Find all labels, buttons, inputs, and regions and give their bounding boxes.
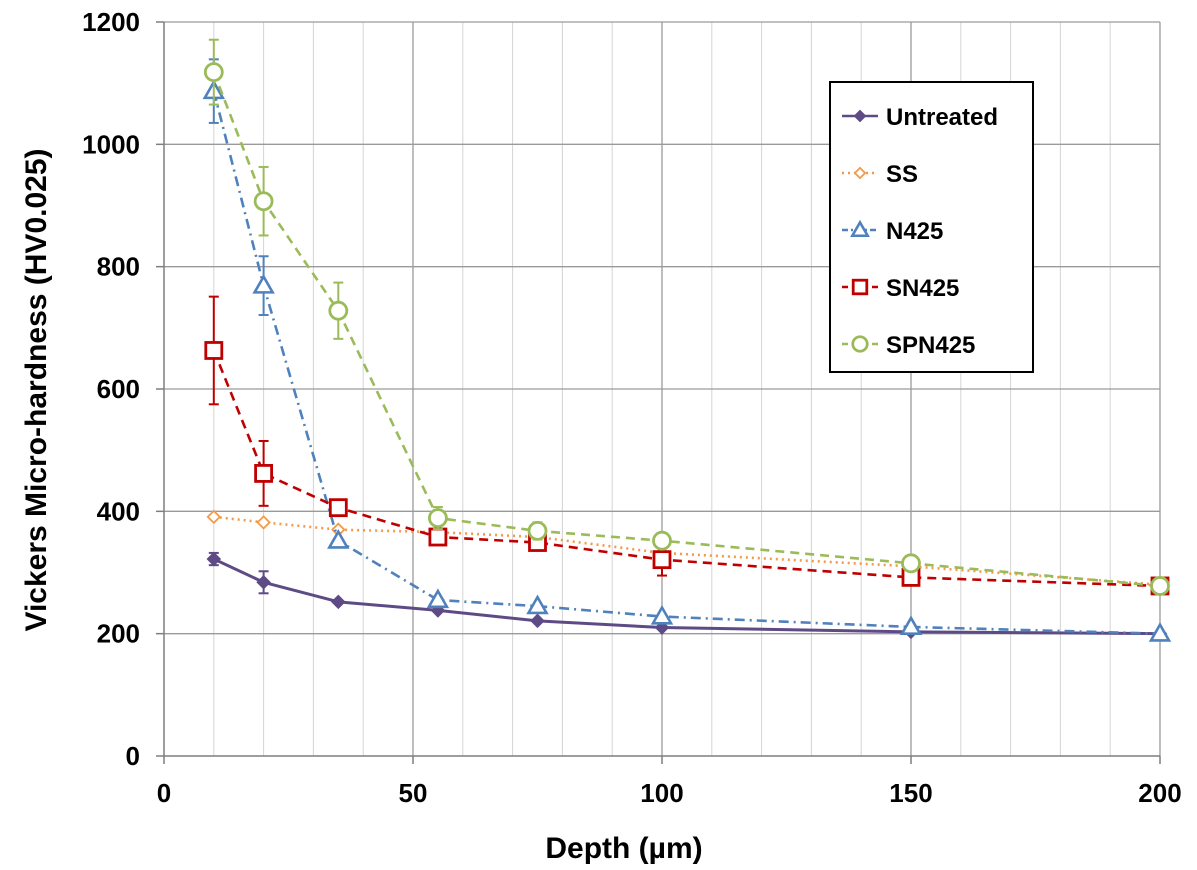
series-ss	[206, 509, 1168, 593]
legend-label: SS	[886, 161, 918, 188]
x-tick-label: 0	[157, 778, 171, 808]
data-point	[530, 613, 545, 629]
legend-label: SPN425	[886, 332, 975, 359]
x-tick-label: 100	[640, 778, 683, 808]
data-point	[428, 527, 448, 547]
legend-label: N425	[886, 218, 943, 245]
legend-label: SN425	[886, 275, 959, 302]
data-point	[850, 219, 870, 238]
data-point	[652, 550, 672, 570]
data-point	[527, 521, 548, 541]
y-tick-label: 0	[126, 741, 140, 771]
data-point	[899, 615, 923, 635]
data-point	[652, 530, 672, 551]
legend-label: Untreated	[886, 104, 998, 131]
x-tick-label: 50	[399, 778, 428, 808]
data-point	[1150, 576, 1170, 596]
series-untreated	[206, 551, 1168, 641]
data-point	[526, 594, 549, 615]
data-point	[253, 191, 274, 212]
data-point	[426, 588, 450, 609]
data-point	[851, 278, 869, 296]
y-tick-label: 1000	[82, 129, 140, 159]
axes	[156, 21, 1161, 764]
legend-item: SN425	[842, 275, 959, 302]
series-line	[212, 90, 1161, 635]
y-tick-label: 800	[97, 252, 140, 282]
y-tick-label: 600	[97, 374, 140, 404]
y-tick-label: 200	[97, 619, 140, 649]
data-point	[853, 109, 867, 123]
data-point	[206, 509, 222, 525]
data-point	[206, 551, 222, 567]
legend-item: N425	[842, 218, 943, 245]
series-line	[213, 557, 1161, 636]
series-spn425	[203, 38, 1170, 596]
legend-item: SS	[842, 161, 918, 188]
data-point	[327, 529, 350, 549]
x-tick-label: 150	[889, 778, 932, 808]
data-point	[853, 166, 867, 180]
x-axis-title: Depth (µm)	[545, 832, 702, 865]
data-point	[203, 62, 224, 83]
legend: Untreated SS N425 SN425 SPN425	[829, 81, 1034, 373]
data-point	[328, 498, 348, 518]
data-point	[331, 594, 346, 610]
data-point	[851, 335, 869, 353]
tick-labels: 0 50 100 150 200 0 200 400 600 800 1000 1200	[82, 7, 1182, 808]
data-point	[650, 604, 674, 625]
data-point	[204, 341, 224, 360]
data-point	[254, 464, 274, 483]
x-tick-label: 200	[1138, 778, 1181, 808]
data-point	[256, 515, 271, 530]
data-point	[252, 274, 275, 294]
y-tick-label: 400	[97, 496, 140, 526]
series-line	[212, 71, 1161, 588]
series-line	[212, 349, 1161, 588]
legend-item: SPN425	[842, 332, 975, 359]
data-point	[328, 300, 349, 321]
data-point	[427, 508, 448, 528]
series	[202, 38, 1172, 642]
data-point	[256, 575, 271, 590]
data-point	[1148, 622, 1172, 642]
grid	[164, 21, 1161, 756]
data-point	[901, 553, 921, 574]
legend-item: Untreated	[842, 104, 998, 131]
y-axis-title: Vickers Micro-hardness (HV0.025)	[20, 148, 53, 631]
y-tick-label: 1200	[82, 7, 140, 37]
